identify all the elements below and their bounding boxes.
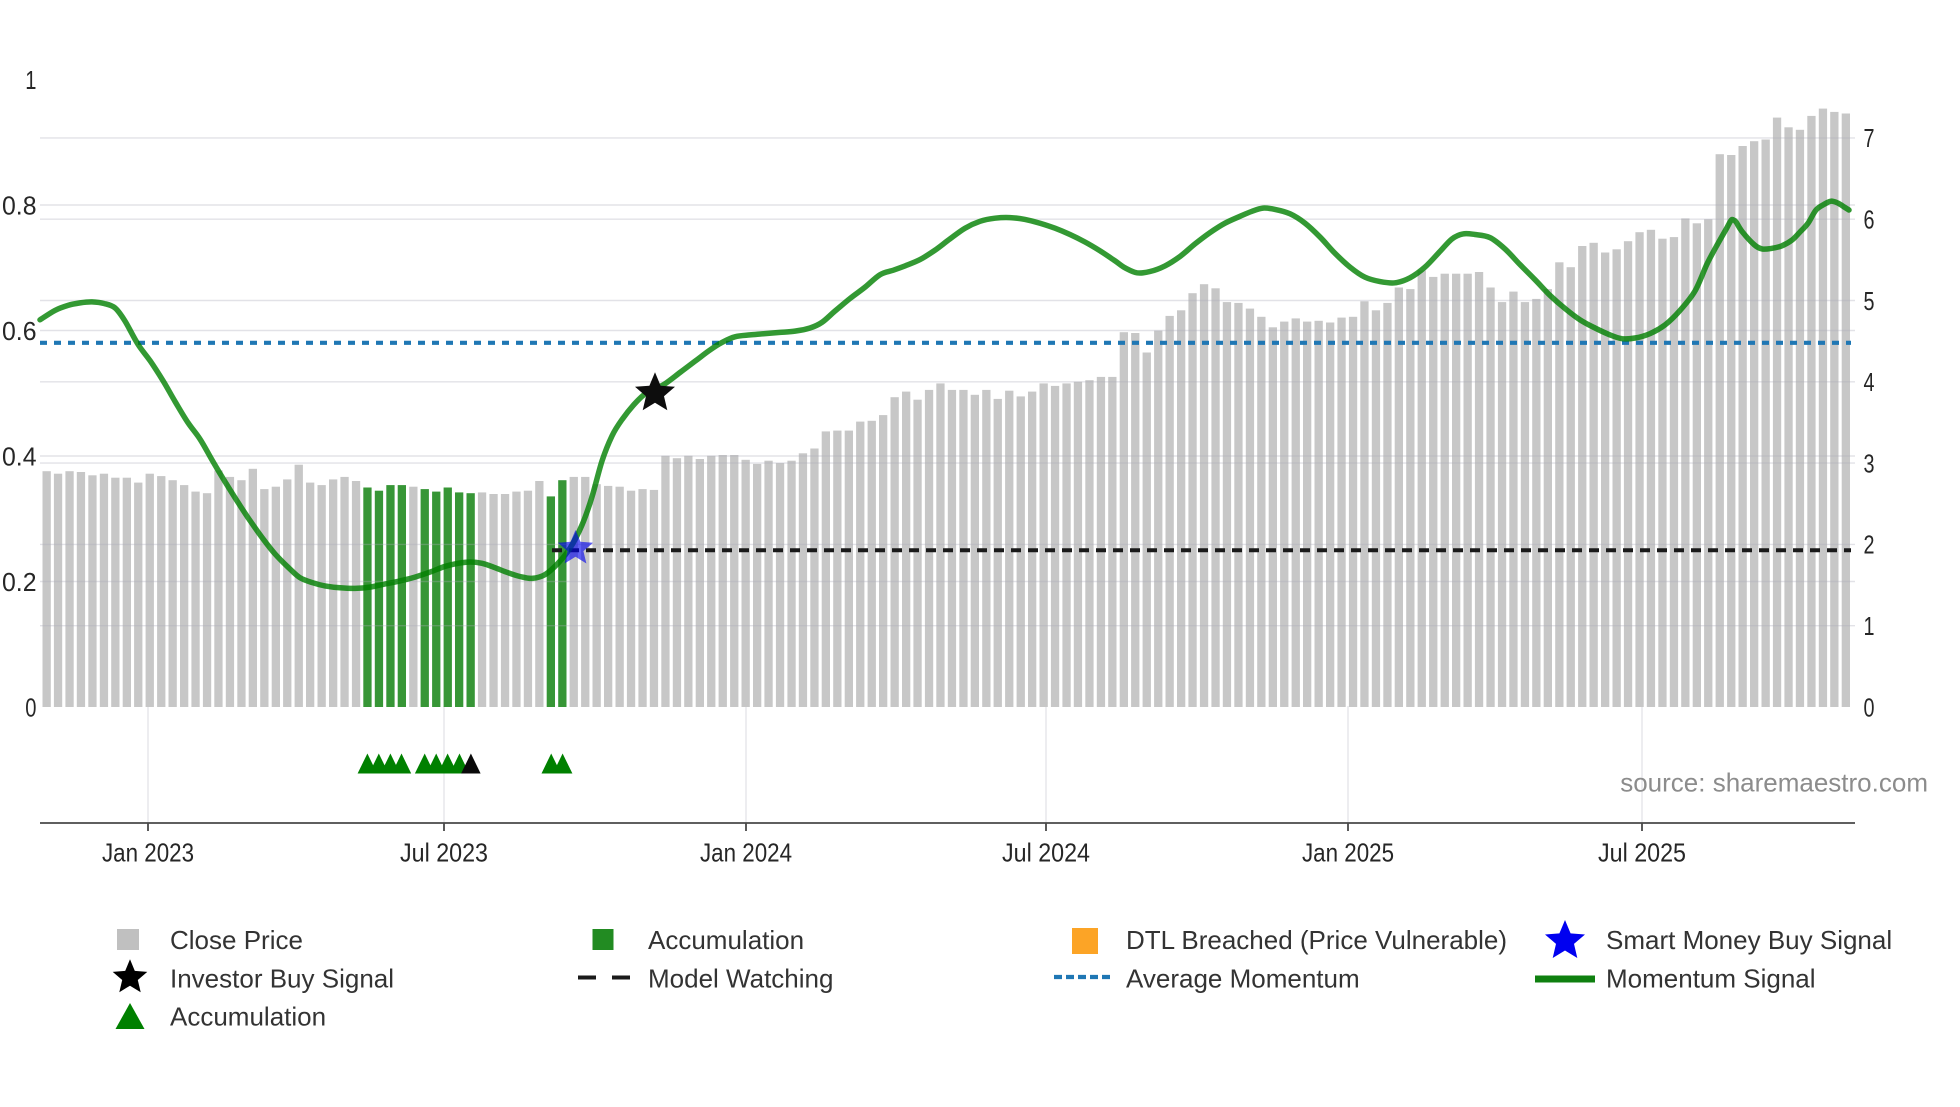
svg-text:Jul 2023: Jul 2023 (400, 838, 488, 868)
svg-text:Average Momentum: Average Momentum (1126, 964, 1360, 994)
svg-text:Jul 2024: Jul 2024 (1002, 838, 1090, 868)
svg-text:3: 3 (1864, 448, 1875, 478)
svg-text:6: 6 (1864, 205, 1875, 235)
svg-text:1: 1 (25, 65, 36, 95)
svg-text:DTL Breached (Price Vulnerable: DTL Breached (Price Vulnerable) (1126, 925, 1507, 955)
svg-text:Smart Money Buy Signal: Smart Money Buy Signal (1606, 925, 1892, 955)
svg-text:0.4: 0.4 (2, 441, 37, 471)
svg-text:7: 7 (1864, 123, 1875, 153)
svg-text:Close Price: Close Price (170, 925, 303, 955)
svg-text:Investor Buy Signal: Investor Buy Signal (170, 964, 394, 994)
svg-text:0.2: 0.2 (2, 567, 37, 597)
svg-text:5: 5 (1864, 286, 1875, 316)
svg-text:Jan 2024: Jan 2024 (700, 838, 792, 868)
svg-text:2: 2 (1864, 530, 1875, 560)
svg-text:0.8: 0.8 (2, 190, 37, 220)
svg-text:Momentum Signal: Momentum Signal (1606, 964, 1816, 994)
svg-text:Accumulation: Accumulation (170, 1002, 326, 1032)
svg-text:4: 4 (1864, 367, 1875, 397)
svg-text:Jan 2023: Jan 2023 (102, 838, 194, 868)
svg-text:1: 1 (1864, 611, 1875, 641)
svg-text:Model Watching: Model Watching (648, 964, 833, 994)
svg-text:source: sharemaestro.com: source: sharemaestro.com (1620, 768, 1928, 798)
svg-text:Accumulation: Accumulation (648, 925, 804, 955)
svg-text:0.6: 0.6 (2, 316, 37, 346)
svg-text:0: 0 (1864, 692, 1875, 722)
svg-text:0: 0 (25, 692, 36, 722)
svg-text:Jul 2025: Jul 2025 (1598, 838, 1686, 868)
svg-text:Jan 2025: Jan 2025 (1302, 838, 1394, 868)
